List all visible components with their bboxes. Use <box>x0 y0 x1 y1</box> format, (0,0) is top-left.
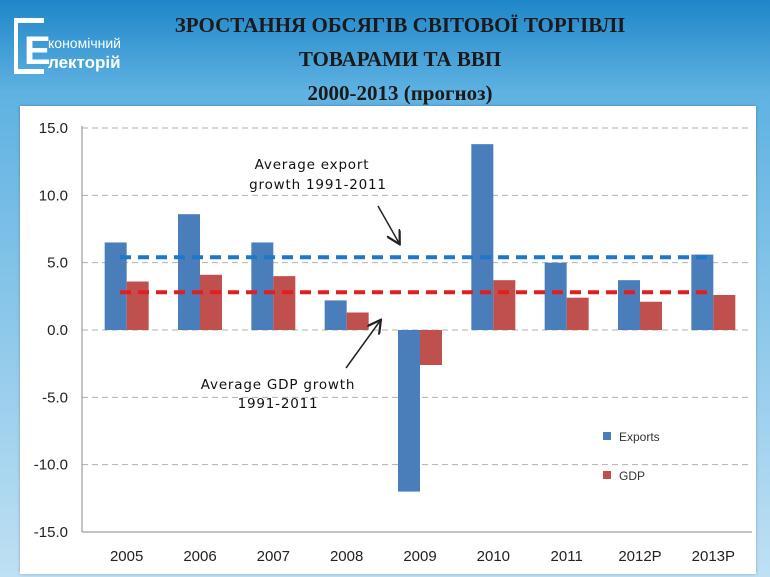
logo-line1: кономічний <box>48 35 121 51</box>
y-tick-label: 0.0 <box>47 322 68 339</box>
bar-exports <box>398 330 420 492</box>
gdp-annotation-arrow <box>345 321 380 369</box>
export-average-annotation-line-2: growth 1991-2011 <box>249 177 387 193</box>
export-average-annotation-line-1: Average export <box>255 157 370 173</box>
y-tick-label: 10.0 <box>39 187 68 204</box>
y-tick-label: -5.0 <box>42 389 68 406</box>
x-tick-label: 2005 <box>110 548 143 565</box>
title-line-1: ЗРОСТАННЯ ОБСЯГІВ СВІТОВОЇ ТОРГІВЛІ <box>174 13 626 37</box>
ekonomichnyi-lektorii-logo: Е кономічний лекторій <box>14 14 144 80</box>
bar-gdp <box>493 280 516 330</box>
title-line-2: ТОВАРАМИ ТА ВВП <box>298 47 502 71</box>
x-tick-label: 2008 <box>330 548 363 565</box>
bar-gdp <box>126 281 149 330</box>
x-tick-label: 2007 <box>257 548 290 565</box>
x-tick-label: 2013P <box>692 548 735 565</box>
bar-gdp <box>420 330 442 366</box>
legend-swatch-exports <box>603 432 611 440</box>
bar-exports <box>251 242 274 330</box>
legend-label-exports: Exports <box>619 430 660 444</box>
bar-exports <box>178 214 200 330</box>
bar-gdp <box>566 297 589 330</box>
y-tick-label: 5.0 <box>47 255 68 272</box>
legend-swatch-gdp <box>603 471 611 479</box>
chart-panel: 15.0 10.0 5.0 0.0 -5.0 -10.0 -15.0 2005 2006 2007… <box>20 106 756 574</box>
x-tick-label: 2011 <box>551 548 583 565</box>
y-tick-label: -15.0 <box>34 524 68 541</box>
gdp-average-annotation-line-1: Average GDP growth <box>201 377 355 393</box>
bar-exports <box>618 280 640 330</box>
bar-gdp <box>713 294 736 330</box>
logo-letter: Е <box>24 29 51 73</box>
bar-gdp <box>640 301 662 330</box>
title-line-3: 2000-2013 (прогноз) <box>307 81 493 105</box>
export-annotation-arrow <box>377 205 399 243</box>
logo-line2: лекторій <box>48 53 121 72</box>
x-tick-label: 2006 <box>183 548 216 565</box>
x-tick-label: 2009 <box>403 548 436 565</box>
x-tick-label: 2010 <box>477 548 510 565</box>
x-tick-label: 2012P <box>618 548 661 565</box>
legend-label-gdp: GDP <box>619 469 645 483</box>
bar-gdp <box>200 274 222 330</box>
bar-chart: 15.0 10.0 5.0 0.0 -5.0 -10.0 -15.0 2005 2006 2007… <box>34 120 752 565</box>
bar-exports <box>471 144 494 330</box>
bar-exports <box>104 242 127 330</box>
y-tick-label: -10.0 <box>34 457 68 474</box>
bar-exports <box>544 262 567 330</box>
y-tick-label: 15.0 <box>39 120 68 137</box>
bar-gdp <box>273 276 296 330</box>
bar-exports <box>324 300 347 330</box>
bar-gdp <box>346 312 369 330</box>
slide-title: ЗРОСТАННЯ ОБСЯГІВ СВІТОВОЇ ТОРГІВЛІ ТОВА… <box>130 8 670 110</box>
logo-mark: Е кономічний лекторій <box>14 18 121 74</box>
gdp-average-annotation-line-2: 1991-2011 <box>238 396 319 412</box>
